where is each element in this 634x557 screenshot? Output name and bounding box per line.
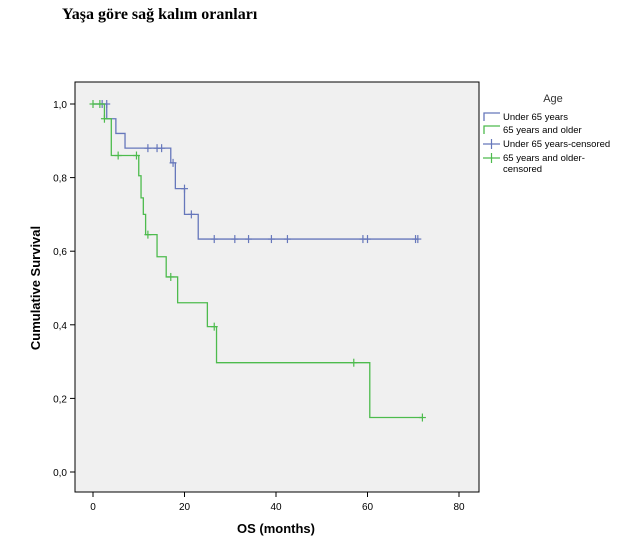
censor-mark	[89, 100, 97, 108]
y-tick-label: 0,4	[53, 321, 67, 332]
censor-mark	[167, 272, 175, 281]
legend-label-line: 65 years and older-	[503, 153, 585, 164]
series-group	[89, 100, 426, 422]
legend-label: Under 65 years-censored	[503, 139, 610, 150]
y-tick-label: 0,0	[53, 468, 67, 479]
legend-entry: Under 65 years	[483, 112, 568, 123]
legend-title: Age	[543, 93, 563, 105]
censor-mark	[283, 235, 291, 244]
x-tick-label: 80	[453, 502, 465, 513]
censor-mark	[414, 235, 422, 244]
legend-label-line: Under 65 years-censored	[503, 139, 610, 150]
x-tick-label: 20	[179, 502, 191, 513]
y-tick-label: 1,0	[53, 100, 67, 111]
legend-swatch-line	[483, 112, 500, 121]
censor-mark	[210, 322, 218, 331]
y-axis-label: Cumulative Survival	[28, 226, 43, 350]
legend-swatch-line	[483, 125, 500, 134]
y-tick-label: 0,2	[53, 394, 67, 405]
series-layer	[89, 100, 426, 422]
x-tick-label: 0	[90, 502, 96, 513]
censor-mark	[364, 235, 371, 244]
censor-mark	[210, 235, 218, 244]
censor-mark	[418, 413, 426, 422]
legend-entry: 65 years and older	[483, 125, 582, 136]
y-tick-label: 0,6	[53, 247, 67, 258]
legend: Age Under 65 years 65 years and older Unde…	[483, 93, 610, 175]
censor-mark	[187, 210, 195, 219]
legend-entry: 65 years and older-censored	[483, 153, 585, 175]
legend-label: Under 65 years	[503, 112, 568, 123]
legend-label: 65 years and older-censored	[503, 153, 585, 175]
x-tick-label: 40	[270, 502, 282, 513]
axes: 0 20 40 60 80 0,0 0,2 0,4 0,6 0,8 1,0	[53, 100, 465, 513]
plot-area	[74, 81, 480, 493]
censor-mark	[169, 158, 177, 167]
censor-mark	[114, 151, 122, 160]
censor-mark	[181, 184, 188, 193]
x-axis-label: OS (months)	[237, 521, 315, 536]
page-title: Yaşa göre sağ kalım oranları	[62, 6, 258, 23]
y-tick-label: 0,8	[53, 174, 67, 185]
x-tick-label: 60	[362, 502, 374, 513]
legend-label-line: Under 65 years	[503, 112, 568, 123]
censor-mark	[231, 235, 239, 244]
legend-entry: Under 65 years-censored	[483, 139, 610, 150]
censor-mark	[158, 144, 166, 153]
censor-mark	[144, 144, 152, 153]
censor-mark	[267, 235, 275, 244]
censor-mark	[350, 358, 358, 367]
censor-mark	[144, 230, 152, 239]
legend-label-line: censored	[503, 164, 542, 175]
legend-label-line: 65 years and older	[503, 125, 582, 136]
censor-mark	[96, 100, 104, 108]
censor-mark	[245, 235, 253, 244]
censor-mark	[132, 151, 140, 160]
legend-label: 65 years and older	[503, 125, 582, 136]
censor-mark	[100, 114, 108, 123]
